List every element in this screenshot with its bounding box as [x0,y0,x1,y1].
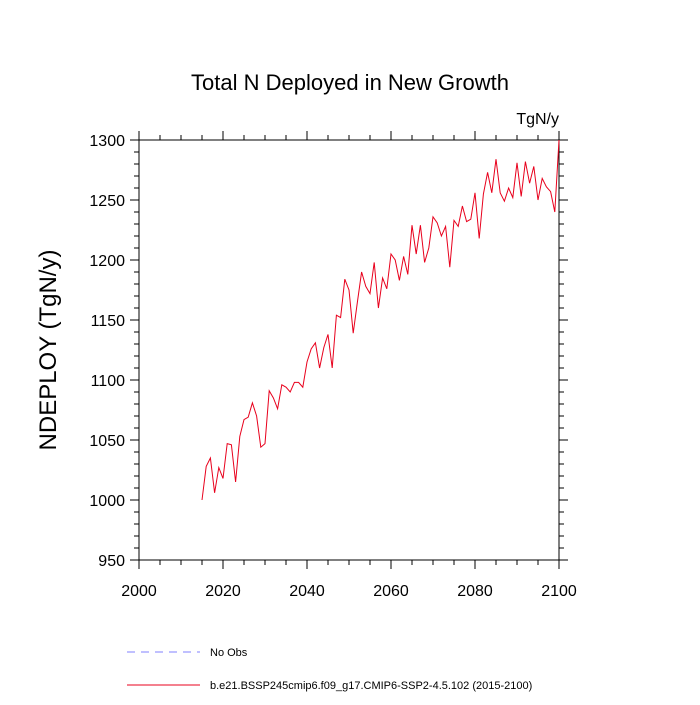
y-tick-label: 1200 [89,253,125,270]
chart-title: Total N Deployed in New Growth [191,70,509,95]
x-tick-label: 2040 [289,583,325,600]
y-tick-label: 1300 [89,133,125,150]
y-tick-label: 1000 [89,493,125,510]
x-tick-label: 2020 [205,583,241,600]
y-tick-label: 950 [98,553,125,570]
data-line [201,139,560,501]
y-axis-label: NDEPLOY (TgN/y) [35,250,62,451]
x-tick-label: 2100 [541,583,577,600]
y-tick-label: 1100 [91,373,126,390]
y-tick-label: 1050 [89,433,125,450]
legend-label: No Obs [210,647,248,659]
legend-label: b.e21.BSSP245cmip6.f09_g17.CMIP6-SSP2-4.… [210,680,532,692]
x-tick-label: 2080 [457,583,493,600]
y-tick-label: 1150 [91,313,126,330]
x-tick-label: 2060 [373,583,409,600]
units-label: TgN/y [516,111,559,128]
x-tick-label: 2000 [121,583,157,600]
y-tick-label: 1250 [89,193,125,210]
